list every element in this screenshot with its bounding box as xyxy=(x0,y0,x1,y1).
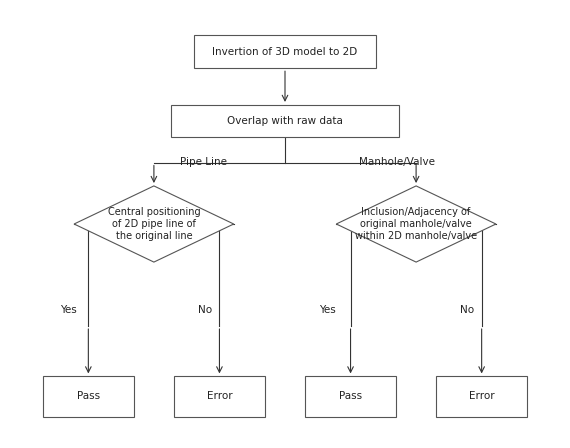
Text: Pass: Pass xyxy=(77,392,100,401)
FancyBboxPatch shape xyxy=(43,376,134,417)
Text: Invertion of 3D model to 2D: Invertion of 3D model to 2D xyxy=(213,47,357,56)
FancyBboxPatch shape xyxy=(171,105,399,137)
Text: Central positioning
of 2D pipe line of
the original line: Central positioning of 2D pipe line of t… xyxy=(108,207,200,241)
FancyBboxPatch shape xyxy=(305,376,396,417)
Text: Error: Error xyxy=(207,392,232,401)
FancyBboxPatch shape xyxy=(436,376,527,417)
Text: Manhole/Valve: Manhole/Valve xyxy=(359,157,435,167)
Text: Pipe Line: Pipe Line xyxy=(180,157,226,167)
Polygon shape xyxy=(336,186,496,262)
Text: No: No xyxy=(461,305,474,315)
Text: Pass: Pass xyxy=(339,392,362,401)
Text: Error: Error xyxy=(469,392,494,401)
Text: No: No xyxy=(198,305,212,315)
Polygon shape xyxy=(74,186,234,262)
FancyBboxPatch shape xyxy=(174,376,265,417)
Text: Yes: Yes xyxy=(319,305,336,315)
Text: Overlap with raw data: Overlap with raw data xyxy=(227,116,343,126)
Text: Yes: Yes xyxy=(60,305,77,315)
FancyBboxPatch shape xyxy=(194,35,376,68)
Text: Inclusion/Adjacency of
original manhole/valve
within 2D manhole/valve: Inclusion/Adjacency of original manhole/… xyxy=(355,207,477,241)
